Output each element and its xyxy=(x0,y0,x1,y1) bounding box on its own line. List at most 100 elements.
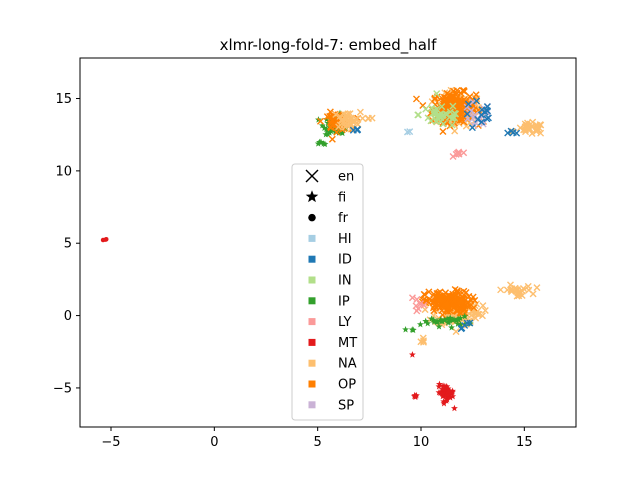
cluster-ip xyxy=(402,325,417,334)
data-point xyxy=(432,292,440,300)
legend-item-mt: MT xyxy=(308,336,357,351)
data-point xyxy=(463,319,471,327)
data-point xyxy=(472,91,480,99)
data-point xyxy=(524,282,532,290)
data-point xyxy=(323,127,331,134)
data-point xyxy=(340,117,348,125)
data-point xyxy=(478,118,486,126)
data-point xyxy=(444,308,452,316)
data-point xyxy=(353,126,361,134)
cluster-ly xyxy=(408,294,428,315)
data-point xyxy=(422,317,430,325)
data-point xyxy=(484,114,492,122)
data-point xyxy=(430,318,438,325)
data-point xyxy=(437,317,445,325)
data-point xyxy=(103,237,108,242)
data-point xyxy=(408,351,416,358)
data-point xyxy=(417,300,425,308)
data-point xyxy=(335,129,343,136)
legend-label: OP xyxy=(338,378,356,393)
x-tick-label: 15 xyxy=(516,435,533,450)
data-point xyxy=(462,122,470,130)
legend-swatch xyxy=(308,276,316,284)
data-point xyxy=(436,389,444,396)
cluster-in xyxy=(414,90,460,129)
data-point xyxy=(414,111,422,119)
legend-swatch xyxy=(308,338,316,346)
cluster-mt xyxy=(408,351,416,358)
cluster-mt xyxy=(411,391,420,401)
data-point xyxy=(444,319,452,326)
data-point xyxy=(316,117,324,125)
data-point xyxy=(451,303,459,311)
data-point xyxy=(477,111,485,119)
data-point xyxy=(450,109,458,117)
data-point xyxy=(359,114,367,122)
cluster-na xyxy=(332,108,367,133)
data-point xyxy=(316,138,323,146)
data-point xyxy=(458,99,466,107)
data-point xyxy=(452,317,460,324)
data-point xyxy=(460,87,468,95)
legend-box xyxy=(291,163,364,421)
y-axis: −5 0 5 10 15 xyxy=(53,92,80,396)
data-point xyxy=(470,304,478,312)
data-point xyxy=(349,118,357,126)
legend-swatch xyxy=(308,318,316,326)
data-point xyxy=(424,114,432,122)
data-point xyxy=(450,297,458,305)
legend-swatch xyxy=(308,255,316,263)
data-point xyxy=(473,300,481,308)
data-point xyxy=(473,97,481,105)
data-point xyxy=(411,392,418,400)
data-point xyxy=(328,135,336,143)
cluster-id xyxy=(504,127,521,137)
legend-label: SP xyxy=(338,398,354,413)
data-point xyxy=(449,102,457,110)
data-point xyxy=(449,316,457,323)
data-point xyxy=(466,302,474,310)
data-point xyxy=(469,293,477,301)
legend-item-na: NA xyxy=(308,357,357,372)
cluster-na xyxy=(364,114,376,123)
data-point xyxy=(442,392,450,399)
legend-marker xyxy=(305,169,319,183)
legend-label: LY xyxy=(338,315,352,330)
legend: en fi fr HI ID IN IP LY MT NA OP SP xyxy=(291,163,364,421)
data-point xyxy=(446,304,454,312)
data-point xyxy=(420,290,428,298)
data-point xyxy=(443,315,451,322)
data-point xyxy=(436,112,444,120)
data-point xyxy=(406,128,414,136)
x-tick-label: −5 xyxy=(101,435,120,450)
data-point xyxy=(448,388,456,396)
legend-marker xyxy=(308,213,316,222)
plot-frame xyxy=(79,57,577,428)
data-point xyxy=(453,89,461,97)
cluster-op xyxy=(418,286,479,319)
data-point xyxy=(439,120,447,128)
data-point xyxy=(445,293,453,301)
cluster-ip xyxy=(416,312,474,331)
data-point xyxy=(461,312,469,320)
data-point xyxy=(440,316,448,324)
data-point xyxy=(429,316,437,323)
legend-item-id: ID xyxy=(308,253,352,268)
data-point xyxy=(454,149,462,157)
data-point xyxy=(437,295,445,303)
data-point xyxy=(448,121,456,129)
data-point xyxy=(439,385,447,393)
data-point xyxy=(324,119,332,127)
y-tick-label: 15 xyxy=(55,92,72,107)
legend-label: MT xyxy=(338,336,357,351)
data-point xyxy=(537,129,545,137)
data-point xyxy=(441,300,449,308)
legend-marker xyxy=(305,190,319,203)
y-tick-label: 5 xyxy=(64,237,72,252)
data-point xyxy=(468,124,476,132)
data-point xyxy=(346,110,354,118)
legend-label: fr xyxy=(338,211,349,226)
data-point xyxy=(504,129,512,137)
data-point xyxy=(321,124,328,131)
